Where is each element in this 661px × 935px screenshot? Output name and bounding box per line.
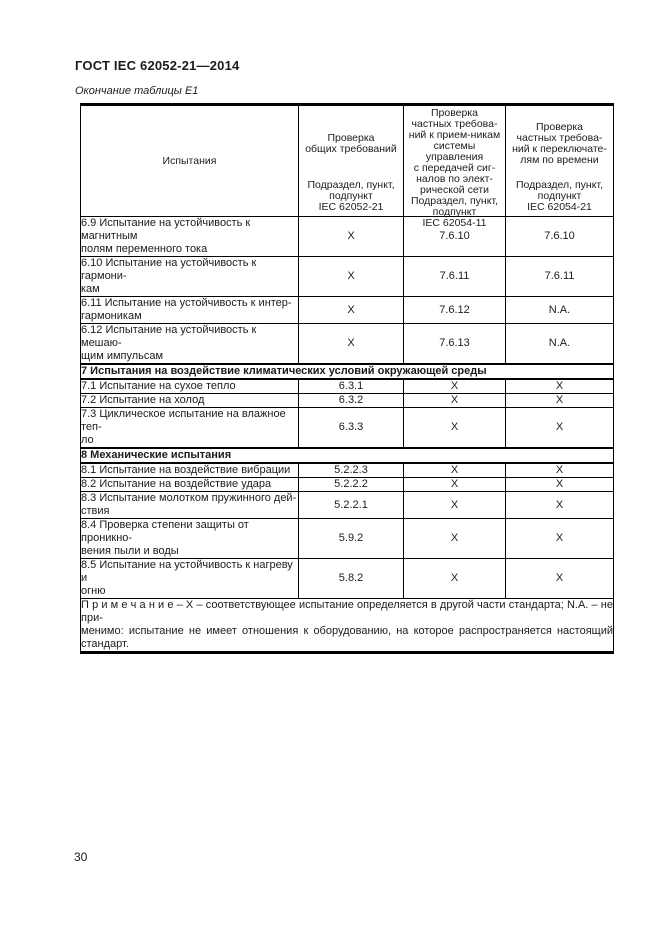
table-row: 8.4 Проверка степени защиты от проникно-… [80,518,614,559]
test-name: 8.3 Испытание молотком пружинного дей- с… [80,491,299,519]
test-value: X [298,256,404,297]
test-value: 6.3.3 [298,407,404,449]
column-header-general-requirements-label: Проверка общих требований [305,132,397,155]
test-value: X [298,296,404,324]
test-value: X [403,393,506,408]
test-name: 6.10 Испытание на устойчивость к гармони… [80,256,299,297]
test-name: 8.4 Проверка степени защиты от проникно-… [80,518,299,559]
table-row: 7.1 Испытание на сухое тепло 6.3.1 X X [80,378,614,394]
test-value: X [403,558,506,599]
section-title: 8 Механические испытания [80,447,614,464]
test-name: 7.3 Циклическое испытание на влажное теп… [80,407,299,449]
test-value: 7.6.10 [505,216,614,257]
test-value: X [403,407,506,449]
test-name: 8.1 Испытание на воздействие вибрации [80,462,299,478]
test-name: 7.1 Испытание на сухое тепло [80,378,299,394]
test-value: X [403,378,506,394]
table-caption: Окончание таблицы Е1 [75,85,199,97]
test-name: 6.9 Испытание на устойчивость к магнитны… [80,216,299,257]
page-title: ГОСТ IEC 62052-21—2014 [75,58,240,73]
tests-table: Испытания Проверка общих требований Подр… [80,103,614,654]
table-row: 6.12 Испытание на устойчивость к мешаю- … [80,323,614,365]
table-row: 8.2 Испытание на воздействие удара 5.2.2… [80,477,614,492]
test-value: 5.8.2 [298,558,404,599]
test-value: 5.2.2.3 [298,462,404,478]
test-value: 7.6.12 [403,296,506,324]
test-value: X [505,407,614,449]
test-value: X [505,558,614,599]
column-header-general-requirements-ref: Подраздел, пункт, подпункт IEC 62052-21 [307,179,395,213]
test-value: X [403,518,506,559]
test-name: 6.11 Испытание на устойчивость к интер- … [80,296,299,324]
note-row: П р и м е ч а н и е – Х – соответствующе… [80,598,614,654]
test-value: X [298,323,404,365]
section-row: 8 Механические испытания [80,447,614,464]
test-value: 7.6.11 [403,256,506,297]
table-row: 8.1 Испытание на воздействие вибрации 5.… [80,462,614,478]
test-value: X [505,491,614,519]
test-name: 6.12 Испытание на устойчивость к мешаю- … [80,323,299,365]
table-row: 7.3 Циклическое испытание на влажное теп… [80,407,614,449]
section-title: 7 Испытания на воздействие климатических… [80,363,614,380]
column-header-general-requirements: Проверка общих требований Подраздел, пун… [298,103,404,217]
column-header-time-switches: Проверка частных требова- ний к переключ… [505,103,614,217]
table-row: 6.9 Испытание на устойчивость к магнитны… [80,216,614,257]
test-name: 8.5 Испытание на устойчивость к нагреву … [80,558,299,599]
test-value: 7.6.10 [403,216,506,257]
test-value: X [298,216,404,257]
column-header-time-switches-ref: Подраздел, пункт, подпункт IEC 62054-21 [515,179,603,213]
test-value: X [505,378,614,394]
table-row: 7.2 Испытание на холод 6.3.2 X X [80,393,614,408]
column-header-receivers: Проверка частных требова- ний к прием-ни… [403,103,506,229]
table-row: 6.11 Испытание на устойчивость к интер- … [80,296,614,324]
test-value: X [403,462,506,478]
test-value: X [505,518,614,559]
table-row: 8.3 Испытание молотком пружинного дей- с… [80,491,614,519]
test-name: 8.2 Испытание на воздействие удара [80,477,299,492]
test-value: N.A. [505,323,614,365]
test-value: X [505,462,614,478]
column-header-receivers-ref: Подраздел, пункт, подпункт IEC 62054-11 [410,195,498,229]
test-value: X [505,393,614,408]
test-value: 6.3.1 [298,378,404,394]
test-name: 7.2 Испытание на холод [80,393,299,408]
test-value: X [403,491,506,519]
test-value: X [505,477,614,492]
test-value: 5.2.2.2 [298,477,404,492]
test-value: 5.2.2.1 [298,491,404,519]
column-header-time-switches-label: Проверка частных требова- ний к переключ… [512,121,607,166]
test-value: N.A. [505,296,614,324]
table-row: 6.10 Испытание на устойчивость к гармони… [80,256,614,297]
column-header-tests-label: Испытания [162,154,217,167]
column-header-receivers-label: Проверка частных требова- ний к прием-ни… [408,107,501,196]
table-row: 8.5 Испытание на устойчивость к нагреву … [80,558,614,599]
test-value: 7.6.13 [403,323,506,365]
table-note: П р и м е ч а н и е – Х – соответствующе… [80,598,614,654]
page-number: 30 [74,850,88,864]
test-value: 5.9.2 [298,518,404,559]
section-row: 7 Испытания на воздействие климатических… [80,363,614,380]
test-value: 7.6.11 [505,256,614,297]
test-value: 6.3.2 [298,393,404,408]
column-header-tests: Испытания [80,103,299,217]
table-header-row: Испытания Проверка общих требований Подр… [80,103,614,229]
test-value: X [403,477,506,492]
